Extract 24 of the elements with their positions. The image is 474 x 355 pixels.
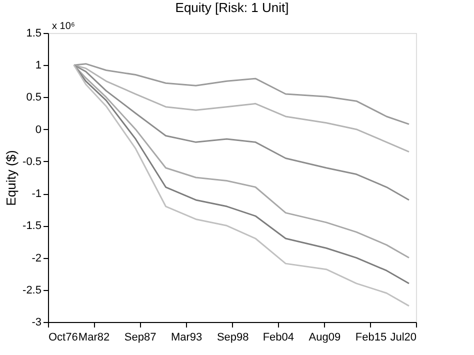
y-tick-label: -2 — [32, 252, 42, 264]
x-tick-label: Aug09 — [308, 332, 341, 344]
x-tick-label: Oct76 — [48, 332, 78, 344]
y-tick-label: -0.5 — [22, 156, 42, 168]
x-tick-label: Mar93 — [170, 332, 202, 344]
x-tick-label: Jul20 — [390, 332, 416, 344]
y-tick-label: -3 — [32, 316, 42, 328]
y-tick-label: 0.5 — [26, 92, 42, 104]
y-tick-label: -1 — [32, 188, 42, 200]
y-axis-title: Equity ($) — [4, 150, 19, 206]
y-tick-label: 1.5 — [26, 28, 42, 40]
x-tick-label: Feb15 — [355, 332, 387, 344]
text: x 10⁶ — [52, 21, 76, 32]
line-series — [73, 64, 410, 201]
chart-title: Equity [Risk: 1 Unit] — [175, 0, 289, 15]
y-tick-label: -2.5 — [22, 284, 42, 296]
x-tick-label: Mar82 — [78, 332, 110, 344]
x-tick-label: Sep87 — [124, 332, 156, 344]
y-tick-label: 0 — [35, 124, 42, 136]
y-tick-label: -1.5 — [22, 220, 42, 232]
x-tick-label: Sep98 — [216, 332, 249, 344]
line-series — [73, 63, 410, 125]
y-tick-label: 1 — [35, 60, 42, 72]
x-tick-label: Feb04 — [262, 332, 294, 344]
